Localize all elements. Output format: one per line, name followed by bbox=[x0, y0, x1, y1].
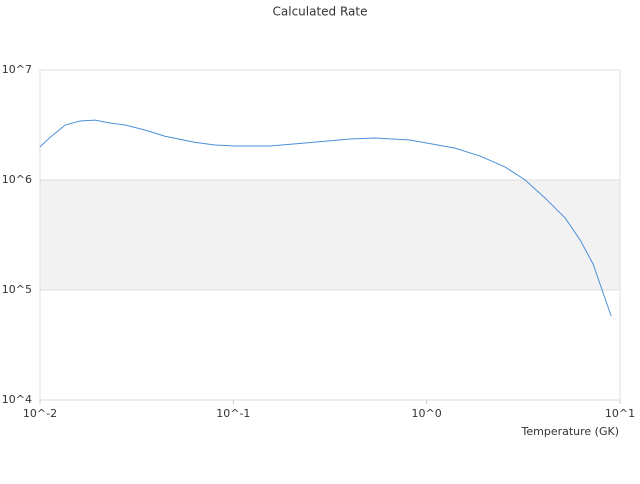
x-tick-label: 10^0 bbox=[412, 407, 442, 420]
y-tick-label: 10^4 bbox=[2, 393, 32, 406]
x-axis-label: Temperature (GK) bbox=[521, 425, 620, 438]
band bbox=[40, 180, 620, 290]
y-tick-label: 10^6 bbox=[2, 173, 32, 186]
x-tick-label: 10^-2 bbox=[23, 407, 57, 420]
y-tick-label: 10^5 bbox=[2, 283, 32, 296]
chart-title: Calculated Rate bbox=[273, 5, 368, 19]
y-tick-label: 10^7 bbox=[2, 63, 32, 76]
x-tick-label: 10^-1 bbox=[216, 407, 250, 420]
line bbox=[39, 119, 612, 317]
x-tick-label: 10^1 bbox=[605, 407, 635, 420]
